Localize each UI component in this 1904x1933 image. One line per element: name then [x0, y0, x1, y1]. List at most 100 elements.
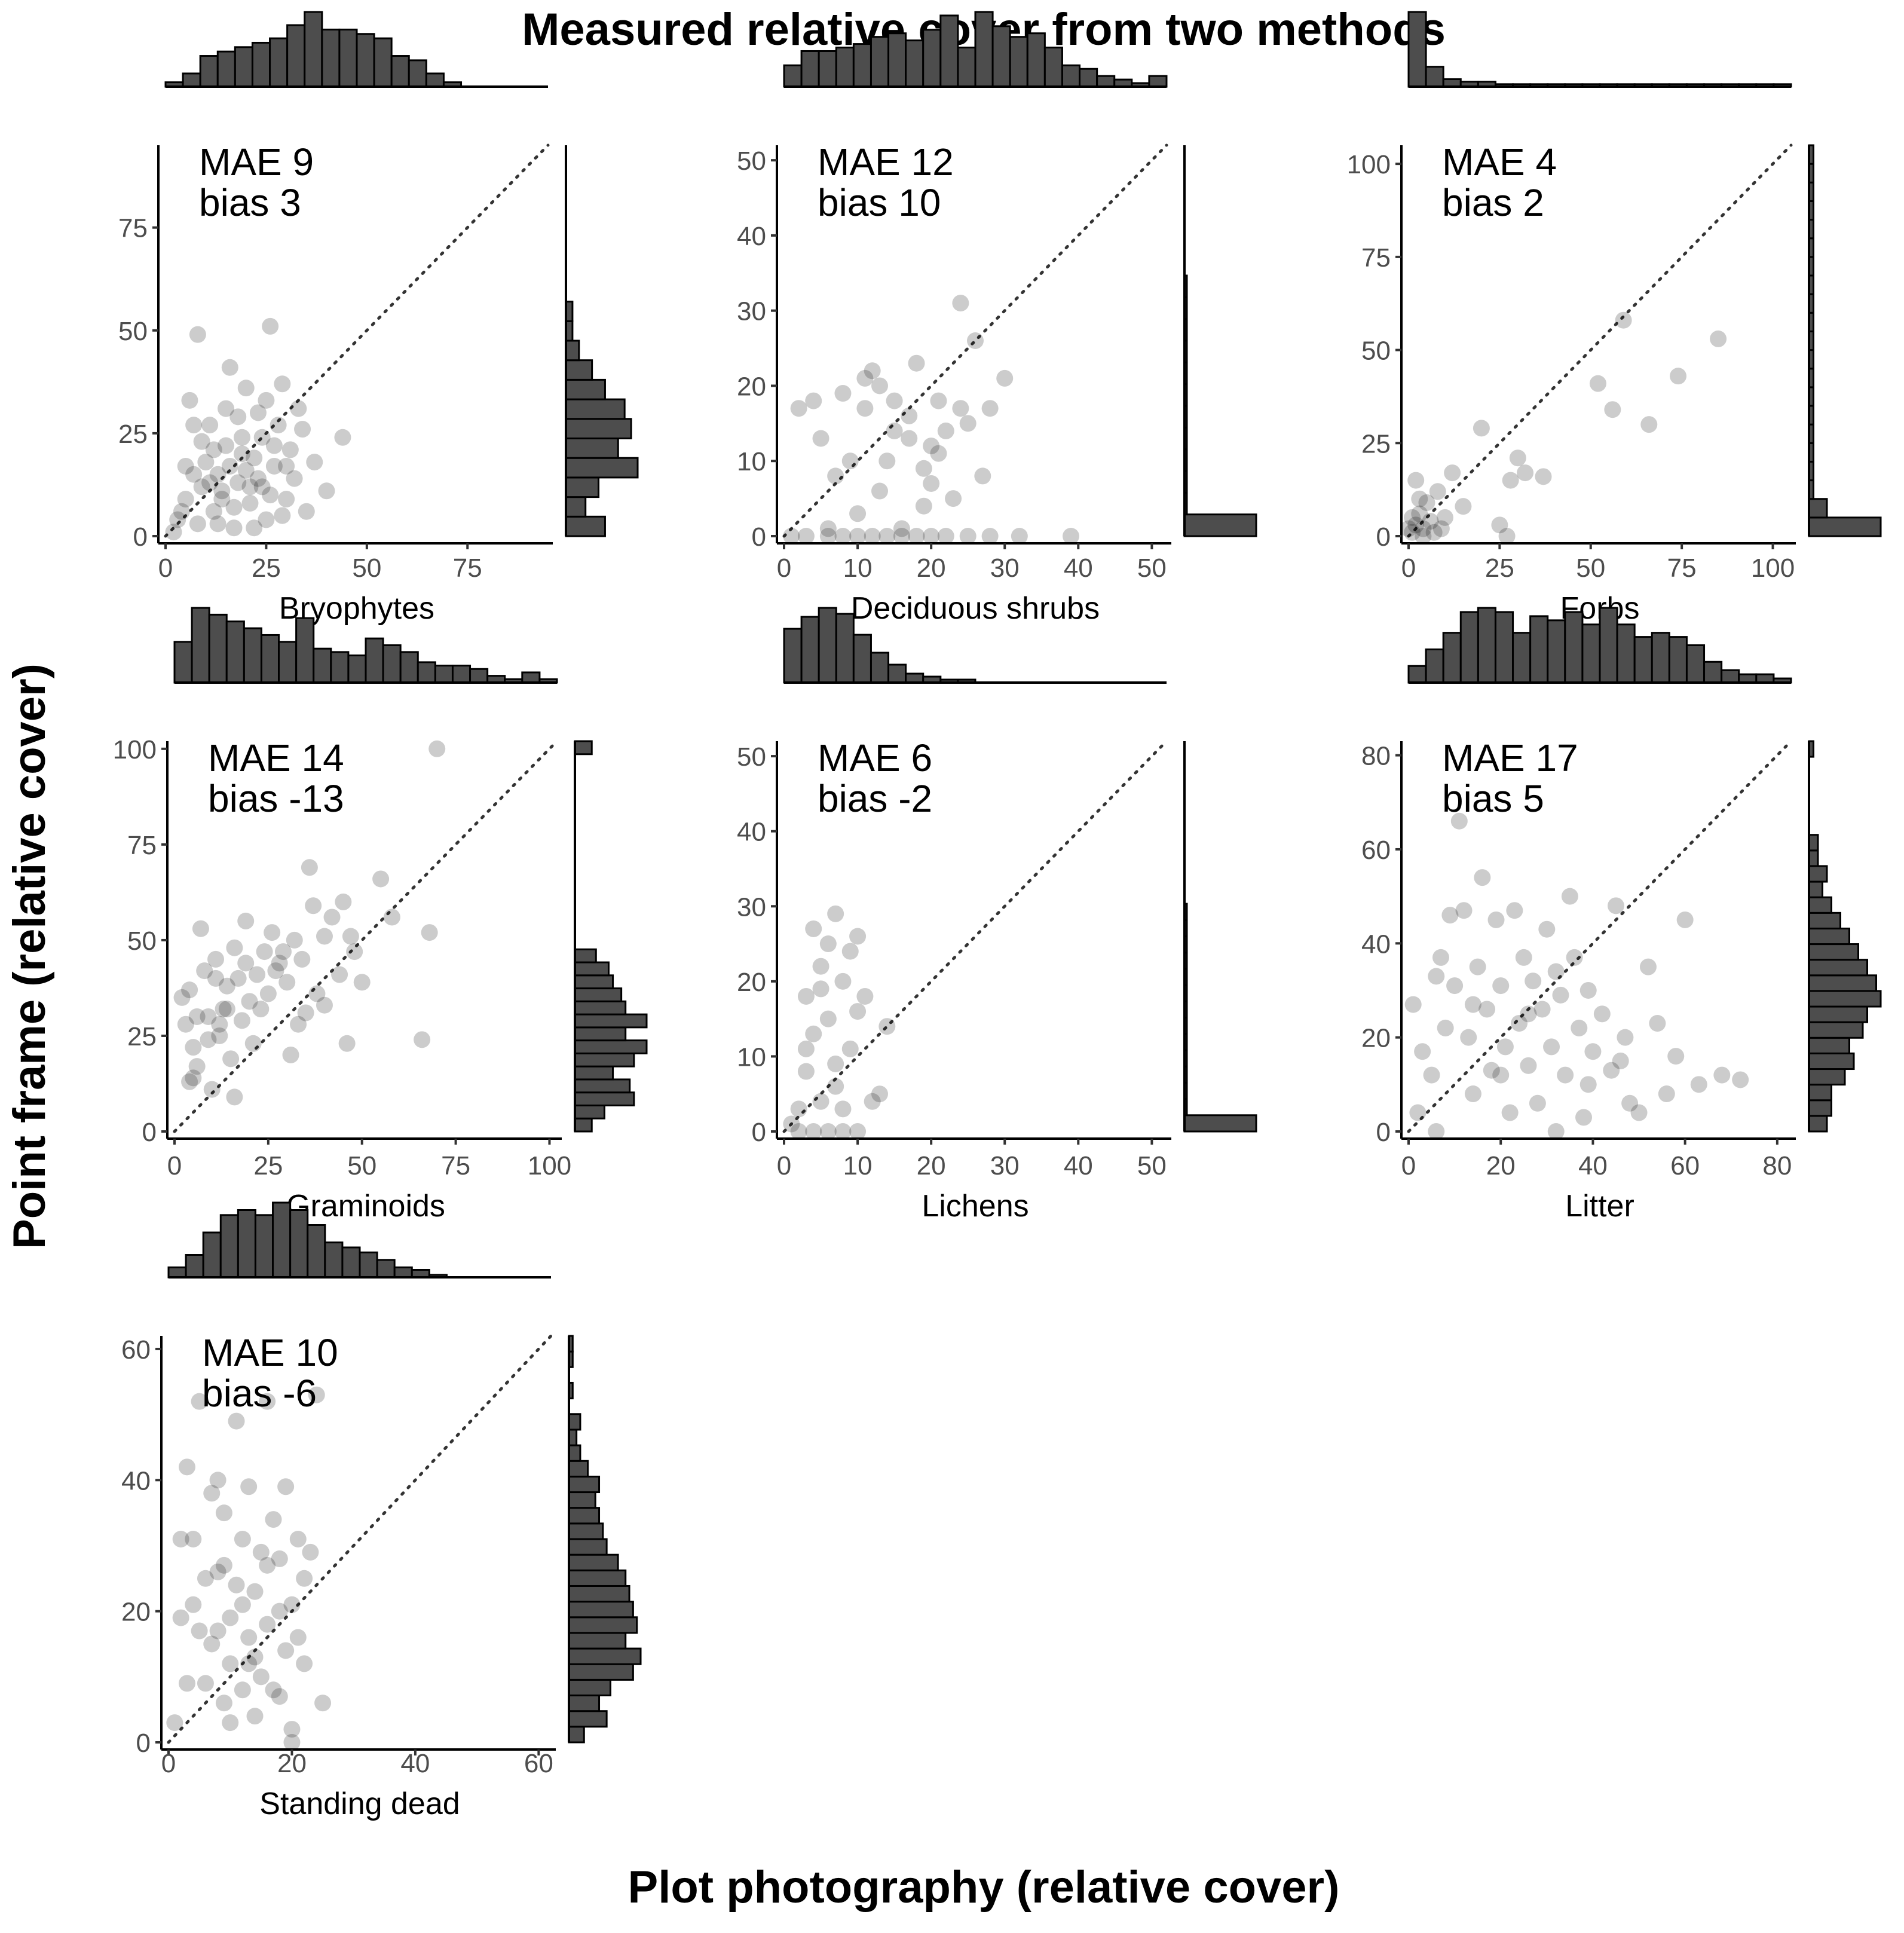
right-hist-bar	[1808, 896, 1832, 914]
bias-label: bias -13	[208, 777, 344, 820]
scatter-point	[244, 1035, 262, 1052]
top-hist-bar	[313, 647, 332, 684]
scatter-point	[1450, 812, 1468, 830]
scatter-point	[197, 1675, 214, 1692]
scatter-point	[805, 1123, 822, 1140]
scatter-point	[1428, 1123, 1445, 1140]
scatter-point	[937, 528, 954, 545]
scatter-point	[289, 1531, 307, 1547]
right-hist-bar	[568, 1413, 581, 1431]
x-axis-label: Litter	[1565, 1189, 1634, 1224]
scatter-point	[241, 993, 258, 1010]
bias-label: bias 10	[818, 181, 941, 224]
scatter-point	[237, 380, 255, 397]
scatter-point	[819, 935, 837, 953]
y-tick-label: 0	[136, 1729, 151, 1758]
right-hist-bar	[574, 1078, 631, 1094]
scatter-point	[290, 1016, 307, 1033]
scatter-point	[1517, 464, 1534, 482]
scatter-point	[797, 1063, 815, 1080]
y-tick-label: 50	[118, 317, 148, 346]
scatter-point	[1404, 524, 1421, 541]
scatter-point	[274, 943, 292, 961]
right-hist-bar	[568, 1601, 634, 1619]
top-hist-bar	[1703, 660, 1723, 684]
top-hist-bar	[341, 1246, 361, 1279]
x-tick-label: 30	[990, 1151, 1020, 1180]
right-hist-bar	[565, 418, 632, 439]
scatter-point	[283, 1734, 301, 1751]
right-hist-bar	[574, 974, 614, 990]
x-tick-label: 30	[990, 553, 1020, 583]
scatter-point	[207, 969, 225, 987]
scatter-point	[974, 467, 991, 485]
scatter-point	[277, 1642, 295, 1659]
scatter-point	[864, 362, 881, 380]
scatter-point	[173, 503, 190, 520]
right-hist-bar	[568, 1507, 601, 1525]
scatter-point	[203, 1485, 221, 1502]
scatter-point	[923, 475, 940, 492]
top-hist-bar	[408, 59, 427, 88]
identity-line	[782, 143, 1168, 538]
scatter-point	[246, 449, 263, 467]
top-hist-bar	[1079, 68, 1098, 88]
scatter-point	[819, 528, 837, 545]
y-tick-label: 20	[121, 1598, 151, 1627]
right-hist-bar	[1808, 927, 1850, 946]
scatter-point	[827, 1055, 844, 1072]
scatter-point	[1063, 528, 1079, 545]
scatter-point	[296, 1570, 313, 1587]
right-hist-bar	[565, 438, 619, 459]
right-hist-bar	[568, 1632, 627, 1650]
scatter-point	[1615, 311, 1632, 329]
scatter-point	[1425, 524, 1443, 541]
scatter-point	[189, 515, 206, 533]
right-hist-bar	[574, 1039, 648, 1054]
scatter-point	[834, 972, 852, 990]
top-hist-bar	[835, 613, 855, 684]
top-hist-bar	[425, 72, 445, 88]
top-hist-bar	[974, 11, 994, 88]
top-hist-bar	[1425, 66, 1444, 88]
scatter-point	[923, 438, 940, 455]
y-tick-label: 30	[737, 892, 766, 922]
top-hist-bar	[870, 36, 890, 88]
y-tick-label: 25	[1361, 429, 1391, 458]
scatter-point	[308, 985, 326, 1002]
scatter-point	[201, 474, 219, 491]
top-hist-bar	[216, 50, 236, 88]
right-hist-bar	[565, 378, 606, 400]
scatter-point	[177, 457, 194, 475]
x-tick-label: 75	[453, 553, 482, 583]
scatter-point	[1579, 981, 1597, 999]
right-hist-bar	[568, 1695, 601, 1712]
scatter-point	[1428, 968, 1445, 985]
scatter-point	[316, 996, 333, 1014]
scatter-point	[218, 400, 235, 417]
scatter-point	[1429, 483, 1446, 500]
scatter-point	[1561, 888, 1578, 905]
scatter-point	[1621, 1094, 1639, 1112]
scatter-point	[306, 454, 323, 471]
scatter-point	[856, 400, 874, 417]
top-hist-bar	[1668, 636, 1688, 684]
scatter-point	[1566, 949, 1583, 966]
scatter-point	[185, 417, 203, 434]
mae-label: MAE 4	[1442, 140, 1557, 183]
scatter-point	[981, 400, 999, 417]
scatter-point	[1436, 509, 1453, 526]
top-hist-bar	[1009, 36, 1028, 88]
scatter-point	[1509, 449, 1526, 467]
right-hist-bar	[568, 1616, 638, 1634]
scatter-point	[981, 528, 999, 545]
scatter-point	[1409, 1104, 1427, 1121]
right-hist-bar	[574, 1000, 627, 1016]
scatter-point	[805, 920, 822, 937]
top-hist-bar	[289, 1209, 309, 1279]
scatter-point	[864, 528, 881, 545]
scatter-point	[221, 457, 238, 475]
right-hist-bar	[568, 1710, 608, 1728]
scatter-point	[1474, 869, 1491, 886]
scatter-point	[249, 470, 267, 487]
